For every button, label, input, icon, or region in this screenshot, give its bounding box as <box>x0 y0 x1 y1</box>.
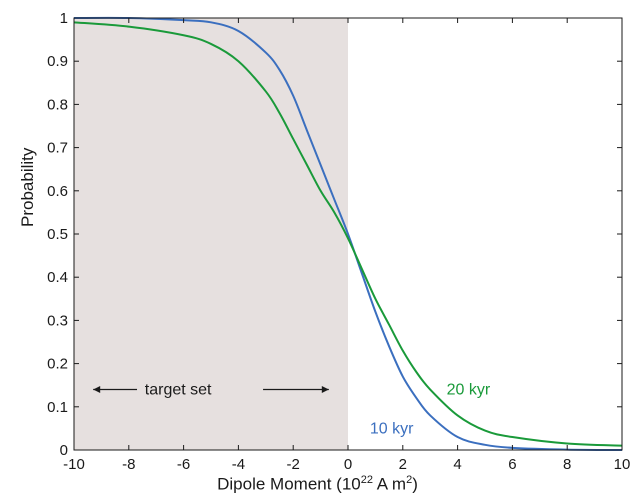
series-label-20-kyr: 20 kyr <box>447 382 491 399</box>
x-tick-label: 0 <box>344 456 352 473</box>
x-axis-title-exponent-2: 2 <box>406 474 413 486</box>
x-tick-label: 8 <box>563 456 571 473</box>
x-axis-title-close: ) <box>412 474 418 494</box>
x-tick-label: -4 <box>232 456 245 473</box>
y-axis-title: Probability <box>18 147 37 227</box>
y-tick-label: 0.5 <box>47 226 68 243</box>
y-tick-label: 0.7 <box>47 140 68 157</box>
x-axis-title-main: Dipole Moment (10 <box>217 474 361 494</box>
target-set-region <box>74 18 348 450</box>
x-tick-label: 2 <box>399 456 407 473</box>
x-tick-label: 10 <box>614 456 631 473</box>
y-tick-label: 0.3 <box>47 312 68 329</box>
target-set-arrowhead-right <box>321 386 329 394</box>
y-tick-label: 0.1 <box>47 399 68 416</box>
series-line-10-kyr <box>73 16 623 451</box>
target-set-label: target set <box>145 382 212 399</box>
y-tick-label: 0.4 <box>47 269 68 286</box>
x-axis-title-exponent-1: 22 <box>360 474 373 486</box>
y-tick-label: 0.2 <box>47 356 68 373</box>
y-tick-label: 0.8 <box>47 96 68 113</box>
y-tick-label: 0 <box>60 442 68 459</box>
x-tick-label: -10 <box>63 456 85 473</box>
x-axis-title-unit: A m <box>373 474 407 494</box>
y-tick-label: 1 <box>60 10 68 27</box>
target-set-arrowhead-left <box>93 386 101 394</box>
y-tick-label: 0.6 <box>47 183 68 200</box>
series-line-20-kyr <box>73 21 623 447</box>
x-tick-label: 4 <box>453 456 461 473</box>
series-label-10-kyr: 10 kyr <box>370 420 414 437</box>
y-tick-label: 0.9 <box>47 53 68 70</box>
x-tick-label: -6 <box>177 456 190 473</box>
x-tick-label: 6 <box>508 456 516 473</box>
x-tick-label: -8 <box>122 456 135 473</box>
x-axis-title: Dipole Moment (1022 A m2) <box>0 474 635 495</box>
x-tick-label: -2 <box>287 456 300 473</box>
